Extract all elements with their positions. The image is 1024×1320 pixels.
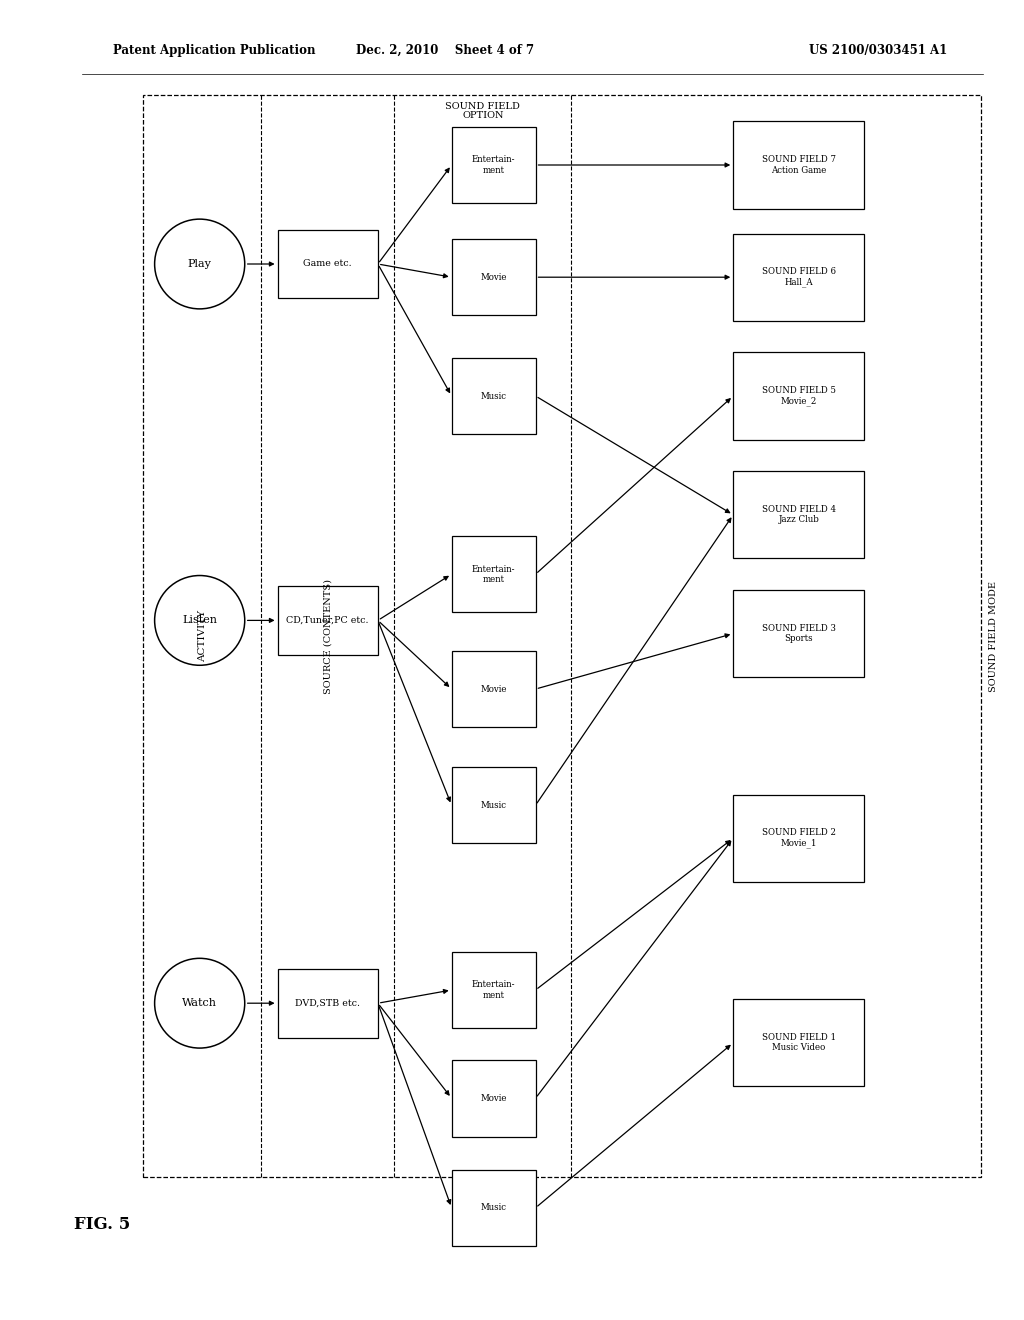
Text: Patent Application Publication: Patent Application Publication [113, 44, 315, 57]
FancyBboxPatch shape [733, 590, 864, 677]
Text: SOUND FIELD 1
Music Video: SOUND FIELD 1 Music Video [762, 1034, 836, 1052]
FancyBboxPatch shape [733, 471, 864, 558]
Text: FIG. 5: FIG. 5 [74, 1217, 130, 1233]
FancyBboxPatch shape [733, 121, 864, 209]
Text: CD,Tuner,PC etc.: CD,Tuner,PC etc. [287, 616, 369, 624]
Text: Dec. 2, 2010    Sheet 4 of 7: Dec. 2, 2010 Sheet 4 of 7 [356, 44, 535, 57]
Text: Music: Music [480, 1204, 507, 1212]
FancyBboxPatch shape [733, 234, 864, 321]
Text: SOUND FIELD 5
Movie_2: SOUND FIELD 5 Movie_2 [762, 387, 836, 405]
Text: Music: Music [480, 392, 507, 400]
Text: Play: Play [187, 259, 212, 269]
FancyBboxPatch shape [278, 969, 378, 1038]
FancyBboxPatch shape [452, 1170, 536, 1246]
FancyBboxPatch shape [452, 239, 536, 315]
FancyBboxPatch shape [452, 127, 536, 203]
Text: Entertain-
ment: Entertain- ment [472, 156, 515, 174]
Text: ACTIVITY: ACTIVITY [198, 610, 207, 663]
Text: SOURCE (CONTENTS): SOURCE (CONTENTS) [324, 578, 332, 694]
Text: SOUND FIELD MODE: SOUND FIELD MODE [989, 581, 998, 692]
FancyBboxPatch shape [733, 795, 864, 882]
FancyBboxPatch shape [452, 952, 536, 1028]
Text: Movie: Movie [480, 1094, 507, 1102]
FancyBboxPatch shape [452, 651, 536, 727]
Text: US 2100/0303451 A1: US 2100/0303451 A1 [809, 44, 947, 57]
Text: Entertain-
ment: Entertain- ment [472, 981, 515, 999]
FancyBboxPatch shape [278, 586, 378, 655]
Ellipse shape [155, 958, 245, 1048]
FancyBboxPatch shape [452, 358, 536, 434]
FancyBboxPatch shape [733, 352, 864, 440]
Text: SOUND FIELD 3
Sports: SOUND FIELD 3 Sports [762, 624, 836, 643]
Ellipse shape [155, 219, 245, 309]
Text: SOUND FIELD 7
Action Game: SOUND FIELD 7 Action Game [762, 156, 836, 174]
Text: SOUND FIELD 2
Movie_1: SOUND FIELD 2 Movie_1 [762, 829, 836, 847]
FancyBboxPatch shape [452, 767, 536, 843]
Text: Movie: Movie [480, 685, 507, 693]
Text: DVD,STB etc.: DVD,STB etc. [295, 999, 360, 1007]
Text: SOUND FIELD 4
Jazz Club: SOUND FIELD 4 Jazz Club [762, 506, 836, 524]
Text: Game etc.: Game etc. [303, 260, 352, 268]
Text: SOUND FIELD 6
Hall_A: SOUND FIELD 6 Hall_A [762, 268, 836, 286]
Text: Music: Music [480, 801, 507, 809]
Text: Watch: Watch [182, 998, 217, 1008]
FancyBboxPatch shape [452, 536, 536, 612]
Ellipse shape [155, 576, 245, 665]
Text: Movie: Movie [480, 273, 507, 281]
FancyBboxPatch shape [733, 999, 864, 1086]
Text: Listen: Listen [182, 615, 217, 626]
Text: SOUND FIELD
OPTION: SOUND FIELD OPTION [445, 102, 520, 120]
FancyBboxPatch shape [278, 230, 378, 298]
Text: Entertain-
ment: Entertain- ment [472, 565, 515, 583]
FancyBboxPatch shape [452, 1060, 536, 1137]
